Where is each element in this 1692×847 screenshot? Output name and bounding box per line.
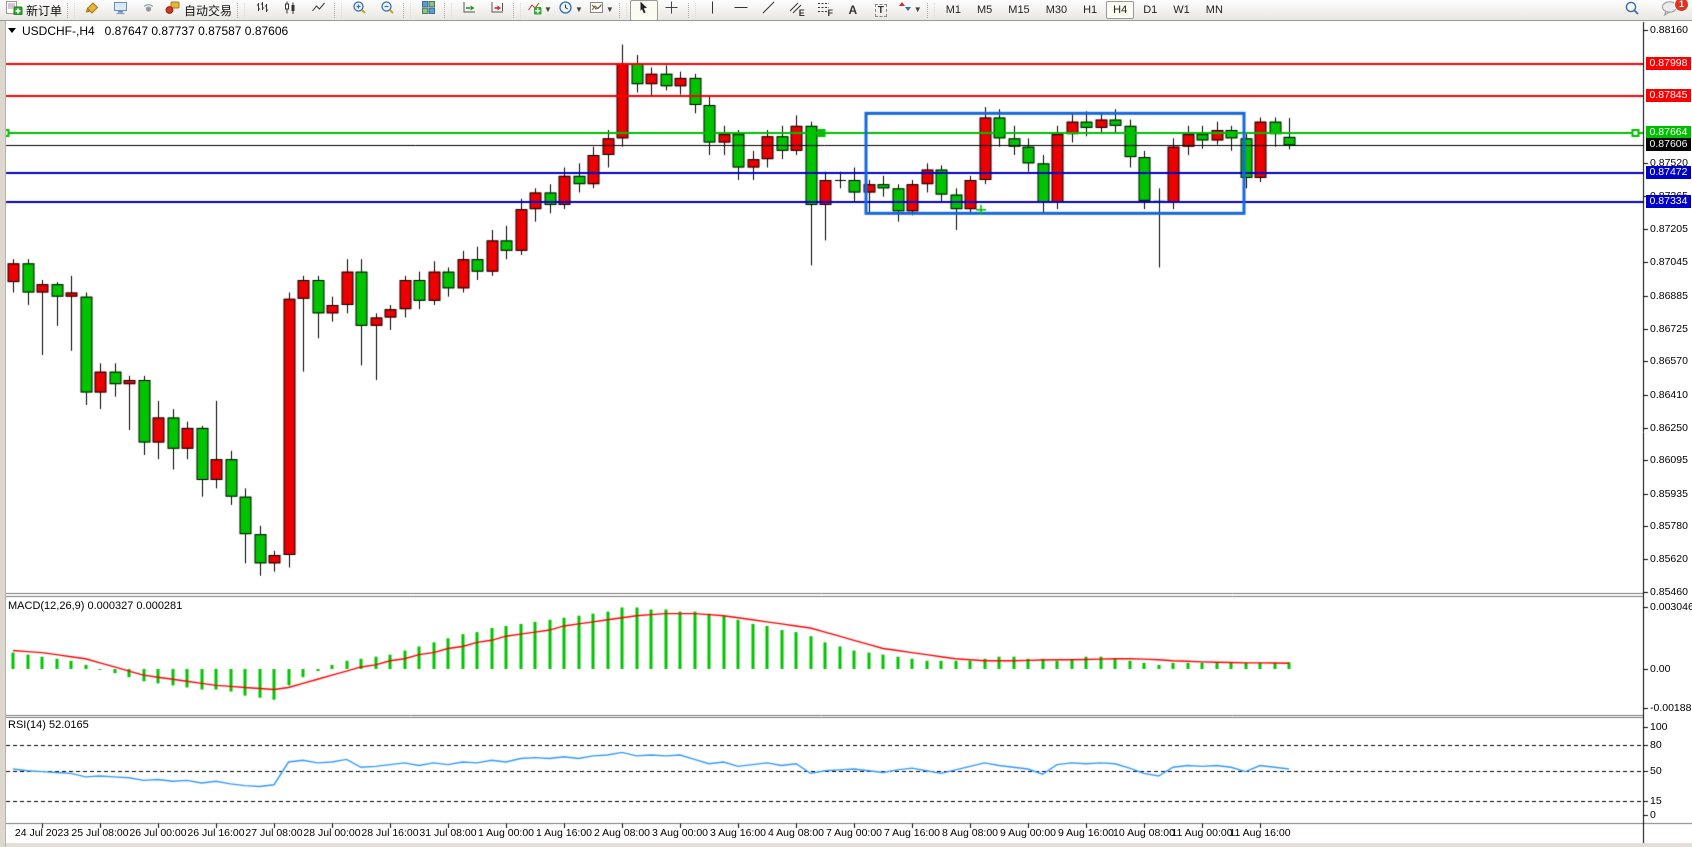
line-chart-mode-button[interactable] bbox=[304, 0, 332, 21]
channel-tool-button[interactable]: E bbox=[783, 0, 811, 21]
timeframe-button-H4[interactable]: H4 bbox=[1106, 1, 1135, 19]
search-icon bbox=[1624, 0, 1640, 21]
notification-badge: 1 bbox=[1674, 0, 1689, 12]
chart-shift-button[interactable] bbox=[483, 0, 511, 21]
periods-button[interactable]: ▼ bbox=[555, 0, 586, 21]
zoom-in-button[interactable] bbox=[345, 0, 373, 21]
timeframe-button-M5[interactable]: M5 bbox=[977, 4, 993, 16]
indicators-icon bbox=[527, 0, 542, 20]
autotrading-label: 自动交易 bbox=[184, 3, 233, 18]
arrows-icon bbox=[898, 0, 912, 20]
dropdown-caret-icon: ▼ bbox=[574, 5, 583, 14]
chart-title-bar: USDCHF-,H4 0.87647 0.87737 0.87587 0.876… bbox=[6, 23, 1636, 38]
trendline-tool-button[interactable] bbox=[755, 0, 783, 21]
chart-shift-icon bbox=[490, 0, 505, 20]
toolbar-grip bbox=[67, 2, 76, 18]
timeframe-group: M1 M5 M15 M30 H1 H4 D1 W1 MN bbox=[938, 1, 1231, 19]
ohlc-values-label: 0.87647 0.87737 0.87587 0.87606 bbox=[104, 23, 289, 38]
line-chart-icon bbox=[311, 0, 326, 20]
template-chart-icon bbox=[589, 0, 604, 20]
trendline-icon bbox=[761, 0, 776, 20]
timeframe-button-MN[interactable]: MN bbox=[1205, 4, 1223, 16]
channel-tool-letter: E bbox=[798, 8, 805, 18]
dropdown-caret-icon: ▼ bbox=[544, 5, 552, 14]
toolbar-grip bbox=[334, 2, 343, 18]
toolbar-right-tools: 1 bbox=[1618, 0, 1689, 21]
fibonacci-tool-letter: F bbox=[827, 8, 834, 18]
styler-button[interactable] bbox=[78, 0, 106, 21]
new-order-button[interactable]: 新订单 bbox=[3, 0, 65, 21]
text-label-tool-button[interactable]: T bbox=[867, 0, 895, 21]
toolbar-grip bbox=[618, 2, 627, 18]
dropdown-caret-icon: ▼ bbox=[605, 5, 614, 14]
horizontal-line-icon bbox=[733, 0, 749, 20]
new-order-label: 新订单 bbox=[26, 3, 63, 18]
candlestick-chart-icon bbox=[283, 0, 298, 20]
zoom-in-icon bbox=[352, 0, 367, 20]
search-button[interactable] bbox=[1618, 0, 1646, 21]
crosshair-icon bbox=[664, 0, 679, 20]
fibonacci-tool-button[interactable]: F bbox=[811, 0, 839, 21]
terminal-button[interactable] bbox=[106, 0, 134, 21]
dropdown-caret-icon: ▼ bbox=[913, 5, 922, 14]
toolbar-grip bbox=[403, 2, 412, 18]
auto-scroll-button[interactable] bbox=[455, 0, 483, 21]
timeframe-button-M15[interactable]: M15 bbox=[1008, 4, 1030, 16]
toolbar-grip bbox=[687, 2, 696, 18]
autotrading-button[interactable]: 自动交易 bbox=[162, 0, 235, 21]
cursor-tool-button[interactable] bbox=[629, 0, 658, 21]
crosshair-tool-button[interactable] bbox=[658, 0, 686, 21]
news-button[interactable] bbox=[134, 0, 162, 21]
bar-chart-icon bbox=[255, 0, 270, 20]
new-order-icon bbox=[6, 0, 23, 20]
vertical-line-tool-button[interactable] bbox=[699, 0, 727, 21]
timeframe-button-W1[interactable]: W1 bbox=[1173, 4, 1190, 16]
fibonacci-icon bbox=[817, 0, 831, 20]
timeframe-button-M1[interactable]: M1 bbox=[945, 4, 961, 16]
bar-chart-mode-button[interactable] bbox=[248, 0, 276, 21]
indicators-button[interactable]: ▼ bbox=[524, 0, 555, 21]
text-label-tool-label: T bbox=[874, 3, 887, 17]
zoom-out-icon bbox=[380, 0, 395, 20]
arrows-tool-button[interactable]: ▼ bbox=[895, 0, 925, 21]
text-tool-label: A bbox=[848, 3, 858, 17]
symbol-period-label: USDCHF-,H4 bbox=[22, 23, 95, 38]
equidistant-channel-icon bbox=[789, 0, 802, 20]
cursor-icon bbox=[636, 0, 651, 20]
broadcast-icon bbox=[141, 0, 156, 20]
toolbar-grip bbox=[926, 2, 935, 18]
vertical-line-icon bbox=[707, 0, 718, 20]
chat-button[interactable]: 1 bbox=[1656, 0, 1689, 21]
timeframe-button-D1[interactable]: D1 bbox=[1143, 4, 1158, 16]
clock-icon bbox=[558, 0, 573, 20]
templates-button[interactable]: ▼ bbox=[586, 0, 617, 21]
terminal-icon bbox=[113, 0, 128, 20]
chat-bubble-icon bbox=[1661, 0, 1679, 21]
tile-windows-button[interactable] bbox=[414, 0, 442, 21]
toolbar-grip bbox=[444, 2, 453, 18]
window-left-frame bbox=[0, 21, 6, 847]
auto-scroll-icon bbox=[462, 0, 477, 20]
main-toolbar: 新订单 自动交易 ▼ ▼ ▼ E F A T bbox=[0, 0, 1692, 21]
paint-bucket-icon bbox=[85, 0, 100, 20]
toolbar-grip bbox=[513, 2, 522, 18]
horizontal-line-tool-button[interactable] bbox=[727, 0, 755, 21]
timeframe-button-H1[interactable]: H1 bbox=[1083, 4, 1098, 16]
autotrading-icon bbox=[165, 0, 181, 20]
tile-windows-icon bbox=[421, 0, 436, 20]
toolbar-grip bbox=[237, 2, 246, 18]
timeframe-button-M30[interactable]: M30 bbox=[1045, 4, 1068, 16]
text-tool-button[interactable]: A bbox=[839, 0, 867, 21]
zoom-out-button[interactable] bbox=[373, 0, 401, 21]
candle-chart-mode-button[interactable] bbox=[276, 0, 304, 21]
collapse-chevron-icon[interactable] bbox=[8, 28, 16, 33]
